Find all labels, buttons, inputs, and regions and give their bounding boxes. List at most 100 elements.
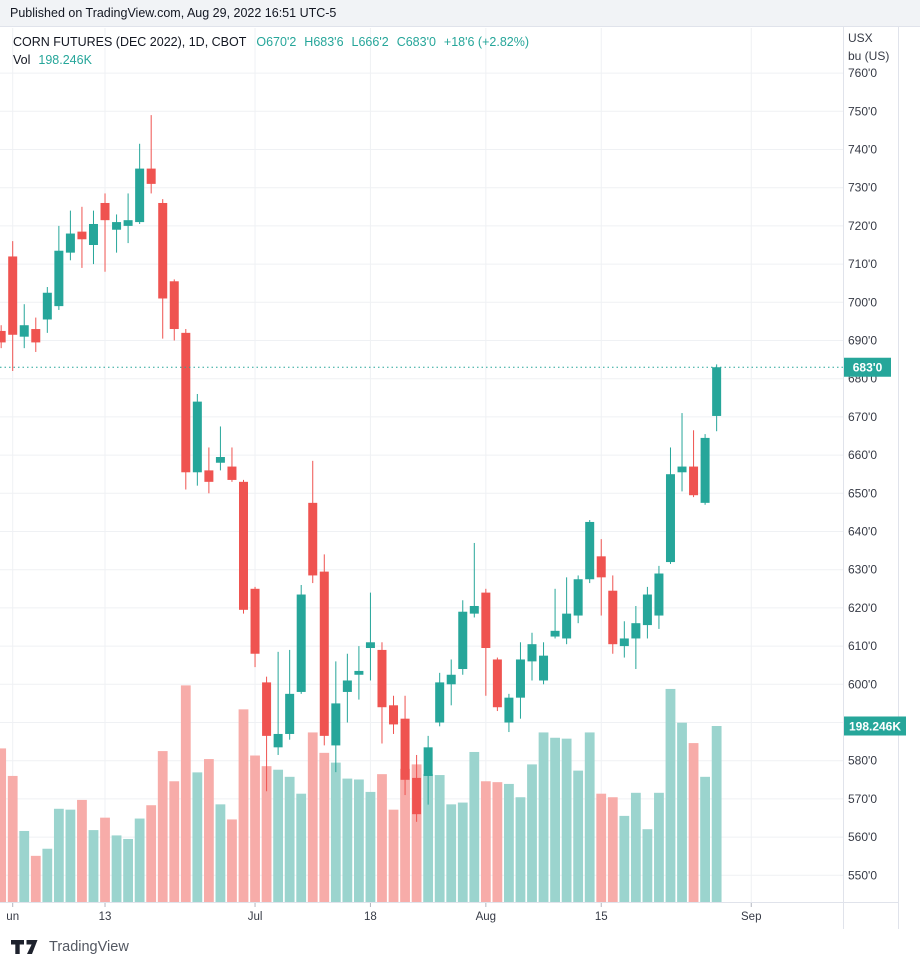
volume-bar xyxy=(261,766,272,902)
volume-bar xyxy=(203,759,214,902)
candle[interactable] xyxy=(123,193,133,244)
volume-bar xyxy=(330,762,341,902)
volume-bar xyxy=(504,783,514,902)
candle[interactable] xyxy=(423,735,433,805)
candle[interactable] xyxy=(88,210,98,265)
candle[interactable] xyxy=(515,642,525,719)
candle[interactable] xyxy=(469,542,479,618)
time-axis[interactable]: un 13 Jul 18 Aug 15 Sep xyxy=(6,903,761,923)
candle[interactable] xyxy=(319,554,329,746)
candle[interactable] xyxy=(192,393,202,486)
candle[interactable] xyxy=(712,364,722,432)
candle[interactable] xyxy=(250,586,260,668)
candle[interactable] xyxy=(665,447,675,564)
volume-bar xyxy=(284,776,295,902)
candle[interactable] xyxy=(562,577,572,645)
price-tick-label: 640'0 xyxy=(848,525,877,539)
pane-borders xyxy=(0,27,899,930)
price-axis[interactable]: USX bu (US) 760'0 750'0 740'0 730'0 720'0 710'0… xyxy=(848,31,889,882)
legend-ohlc-row: CORN FUTURES (DEC 2022), 1D, CBOT O670'2 H… xyxy=(13,33,537,51)
volume-bar xyxy=(134,818,145,902)
volume-bar xyxy=(238,709,249,902)
candle[interactable] xyxy=(54,225,64,310)
candle[interactable] xyxy=(354,646,364,700)
time-tick-label: 13 xyxy=(99,911,112,923)
candle[interactable] xyxy=(550,588,560,639)
candle[interactable] xyxy=(689,430,699,498)
candle[interactable] xyxy=(619,621,629,658)
candle[interactable] xyxy=(42,287,52,333)
candle[interactable] xyxy=(504,693,514,733)
candle[interactable] xyxy=(539,642,549,685)
candle[interactable] xyxy=(112,214,122,253)
volume-bar xyxy=(480,781,491,902)
candle[interactable] xyxy=(642,586,652,639)
candle[interactable] xyxy=(8,241,18,372)
candle[interactable] xyxy=(365,592,375,681)
volume-bar xyxy=(111,835,122,902)
candle[interactable] xyxy=(527,632,537,681)
candle[interactable] xyxy=(631,605,641,670)
legend-change: +18'6 (+2.82%) xyxy=(443,35,530,49)
candle[interactable] xyxy=(481,588,491,696)
volume-bar xyxy=(573,770,584,902)
candle[interactable] xyxy=(169,279,179,341)
volume-bar xyxy=(423,774,434,902)
candle[interactable] xyxy=(19,304,29,349)
candle[interactable] xyxy=(400,695,410,796)
candle[interactable] xyxy=(654,565,664,629)
candle[interactable] xyxy=(215,426,225,471)
candle[interactable] xyxy=(227,447,237,482)
candle[interactable] xyxy=(377,642,387,744)
candle[interactable] xyxy=(573,575,583,624)
volume-bar xyxy=(619,815,630,902)
candle[interactable] xyxy=(239,479,248,614)
symbol-legend: CORN FUTURES (DEC 2022), 1D, CBOT O670'2 H… xyxy=(13,33,537,69)
price-tick-label: 660'0 xyxy=(848,448,877,462)
volume-bar xyxy=(250,755,260,902)
candle[interactable] xyxy=(135,143,145,224)
svg-text:683'0: 683'0 xyxy=(853,361,883,375)
candle[interactable] xyxy=(608,575,618,654)
candle[interactable] xyxy=(585,520,595,584)
volume-bar xyxy=(30,855,41,902)
candle[interactable] xyxy=(65,210,75,261)
candle[interactable] xyxy=(331,661,341,773)
candle[interactable] xyxy=(389,695,399,734)
candle[interactable] xyxy=(262,676,272,792)
legend-low: L666'2 xyxy=(351,35,389,49)
price-tick-label: 580'0 xyxy=(848,754,877,768)
candle[interactable] xyxy=(412,754,422,822)
volume-bar xyxy=(100,817,110,902)
candle[interactable] xyxy=(296,584,306,694)
candle[interactable] xyxy=(677,413,687,492)
candle[interactable] xyxy=(158,199,168,339)
candle[interactable] xyxy=(492,657,502,712)
volume-badge: 198.246K xyxy=(844,716,906,736)
candle[interactable] xyxy=(181,329,191,490)
candle[interactable] xyxy=(435,672,445,727)
candle[interactable] xyxy=(596,539,606,616)
candle[interactable] xyxy=(77,206,87,268)
volume-bar xyxy=(377,774,387,902)
candle[interactable] xyxy=(458,600,468,675)
candle[interactable] xyxy=(146,115,156,194)
candle[interactable] xyxy=(700,434,710,505)
legend-volume-value: 198.246K xyxy=(38,53,92,67)
candle[interactable] xyxy=(204,447,214,494)
candle[interactable] xyxy=(273,651,283,755)
price-tick-label: 670'0 xyxy=(848,410,877,424)
candle[interactable] xyxy=(0,325,6,349)
candle[interactable] xyxy=(31,317,41,352)
candle[interactable] xyxy=(342,653,352,723)
candle-series xyxy=(0,115,722,822)
volume-bar xyxy=(365,791,376,902)
volume-bar xyxy=(654,792,664,902)
volume-bar xyxy=(157,751,168,902)
candle[interactable] xyxy=(100,193,110,272)
candle[interactable] xyxy=(285,649,295,740)
candle[interactable] xyxy=(308,460,318,584)
volume-bar xyxy=(88,830,99,902)
candle[interactable] xyxy=(446,659,456,706)
